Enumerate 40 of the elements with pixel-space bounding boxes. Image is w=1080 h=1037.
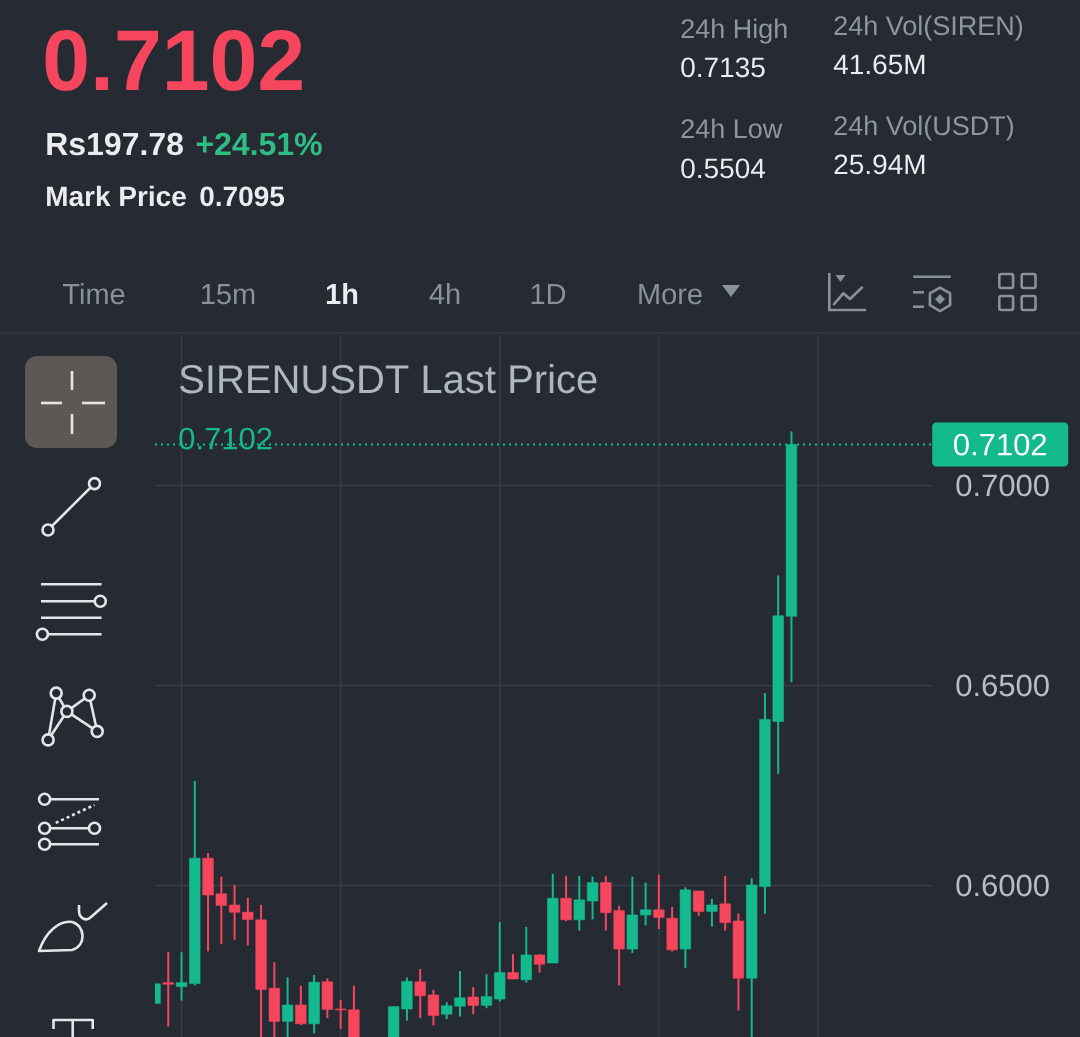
candlestick	[706, 898, 718, 928]
candlestick	[507, 953, 519, 981]
ref-line-label: 0.7102	[179, 427, 272, 450]
text: 0.7095	[200, 186, 285, 207]
text: 0.5504	[681, 158, 766, 179]
candlestick	[162, 951, 174, 1028]
candlestick	[586, 875, 599, 921]
text: 0.7102	[45, 29, 302, 91]
text: SIRENUSDT Last Price	[180, 364, 597, 394]
candlestick	[480, 973, 493, 1010]
text: 25.94M	[834, 154, 925, 175]
text: More	[639, 284, 702, 305]
text: 0.7135	[681, 57, 765, 78]
text: 1D	[531, 284, 566, 305]
candlestick	[281, 976, 294, 1037]
candlestick	[175, 951, 188, 1002]
text: +24.51%	[196, 132, 322, 156]
candlestick	[560, 874, 572, 923]
y-tick-label: 0.7000	[956, 474, 1049, 497]
text: 24h Vol(USDT)	[834, 115, 1014, 141]
text: 4h	[429, 282, 460, 305]
text: 0.7102	[954, 433, 1047, 456]
text: Time	[62, 282, 125, 305]
text: 15m	[202, 284, 255, 305]
y-tick-label: 0.6500	[956, 674, 1049, 697]
candlestick	[693, 890, 705, 917]
text: 24h Low	[681, 118, 783, 139]
candlestick	[653, 873, 665, 931]
text: 24h Vol(SIREN)	[834, 15, 1023, 41]
y-tick-label: 0.6000	[956, 874, 1049, 897]
text: 1h	[326, 282, 358, 305]
text: Rs197.78	[47, 132, 183, 156]
candlestick	[295, 984, 307, 1027]
text: 24h High	[681, 18, 787, 44]
candlestick	[640, 881, 652, 927]
text: Mark Price	[47, 185, 186, 207]
candlestick	[533, 953, 546, 974]
candlestick	[573, 874, 585, 932]
text: 41.65M	[833, 54, 925, 75]
candlestick	[467, 986, 479, 1016]
